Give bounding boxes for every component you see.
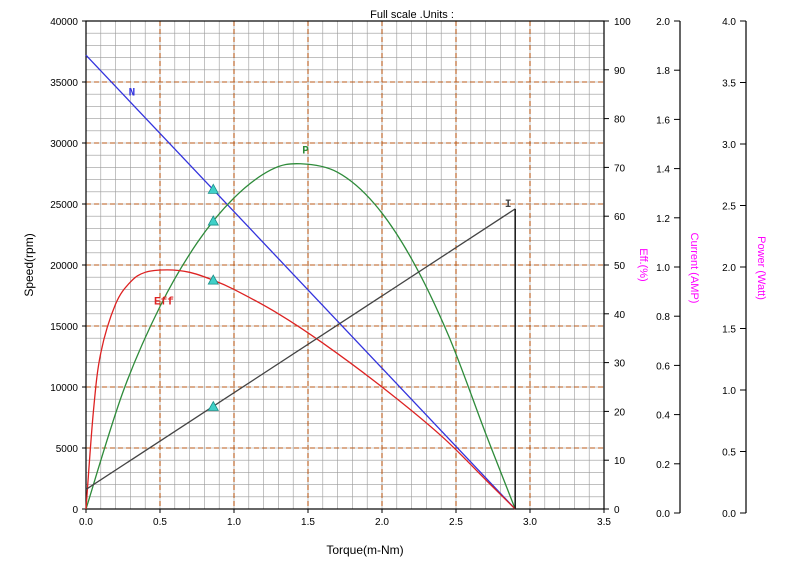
- eff-tick-label: 100: [614, 17, 631, 28]
- current-tick-label: 2.0: [656, 17, 670, 28]
- series-n-label: N: [129, 87, 136, 99]
- power-tick-label: 0.5: [722, 448, 736, 459]
- x-tick-label: 2.0: [375, 517, 389, 528]
- x-tick-label: 0.0: [79, 517, 93, 528]
- power-tick-label: 3.5: [722, 79, 736, 90]
- eff-tick-label: 60: [614, 212, 626, 223]
- power-tick-label: 0.0: [722, 509, 736, 520]
- series-n-line: [85, 54, 516, 510]
- speed-tick-label: 5000: [56, 444, 79, 455]
- eff-tick-label: 90: [614, 66, 626, 77]
- current-tick-label: 0.8: [656, 312, 670, 323]
- rated-point-marker: [207, 183, 219, 194]
- eff-tick-label: 20: [614, 407, 626, 418]
- eff-tick-label: 0: [614, 505, 620, 516]
- power-tick-label: 1.0: [722, 386, 736, 397]
- x-tick-label: 2.5: [449, 517, 463, 528]
- series-eff-label: Eff: [154, 296, 174, 308]
- eff-tick-label: 30: [614, 359, 626, 370]
- series-i-label: I: [505, 199, 512, 211]
- speed-tick-label: 25000: [50, 200, 78, 211]
- current-tick-label: 1.0: [656, 263, 670, 274]
- x-tick-label: 0.5: [153, 517, 167, 528]
- grid: [86, 21, 604, 509]
- current-axis-title: Current (AMP): [688, 233, 700, 304]
- current-tick-label: 0.4: [656, 411, 670, 422]
- x-tick-label: 3.5: [597, 517, 611, 528]
- power-axis-title: Power (Watt): [755, 236, 767, 300]
- series-p-label: P: [302, 146, 309, 158]
- current-tick-label: 0.0: [656, 509, 670, 520]
- current-tick-label: 0.6: [656, 361, 670, 372]
- chart-title: Full scale .Units :: [370, 9, 454, 21]
- speed-axis-title: Speed(rpm): [22, 233, 36, 296]
- current-tick-label: 1.2: [656, 214, 670, 225]
- x-tick-label: 3.0: [523, 517, 537, 528]
- series-i-line: [85, 208, 516, 491]
- speed-tick-label: 15000: [50, 322, 78, 333]
- speed-tick-label: 20000: [50, 261, 78, 272]
- current-tick-label: 1.8: [656, 66, 670, 77]
- speed-tick-label: 10000: [50, 383, 78, 394]
- eff-tick-label: 80: [614, 115, 626, 126]
- series-lines: N P Eff I: [85, 54, 517, 510]
- current-tick-label: 1.6: [656, 115, 670, 126]
- series-p-line: [85, 163, 516, 510]
- x-tick-label: 1.5: [301, 517, 315, 528]
- axes: 0.0 0.5 1.0 1.5 2.0 2.5 3.0 3.50500010000150002…: [50, 17, 747, 528]
- eff-tick-label: 70: [614, 163, 626, 174]
- rated-point-marker: [207, 215, 219, 226]
- power-tick-label: 1.5: [722, 325, 736, 336]
- rated-point-markers: [207, 183, 219, 411]
- current-tick-label: 1.4: [656, 165, 670, 176]
- eff-axis-title: Eff.(%): [637, 248, 649, 281]
- speed-tick-label: 40000: [50, 17, 78, 28]
- speed-tick-label: 30000: [50, 139, 78, 150]
- x-tick-label: 1.0: [227, 517, 241, 528]
- rated-point-marker: [207, 274, 219, 285]
- current-tick-label: 0.2: [656, 460, 670, 471]
- power-tick-label: 3.0: [722, 140, 736, 151]
- rated-point-marker: [207, 400, 219, 411]
- eff-tick-label: 10: [614, 456, 626, 467]
- x-axis-title: Torque(m-Nm): [326, 543, 403, 557]
- speed-tick-label: 35000: [50, 78, 78, 89]
- power-tick-label: 4.0: [722, 17, 736, 28]
- power-tick-label: 2.0: [722, 263, 736, 274]
- eff-tick-label: 50: [614, 261, 626, 272]
- power-tick-label: 2.5: [722, 202, 736, 213]
- series-eff-line: [85, 269, 516, 510]
- eff-tick-label: 40: [614, 310, 626, 321]
- speed-tick-label: 0: [72, 505, 78, 516]
- labels: Full scale .Units : Torque(m-Nm) Speed(r…: [22, 9, 767, 557]
